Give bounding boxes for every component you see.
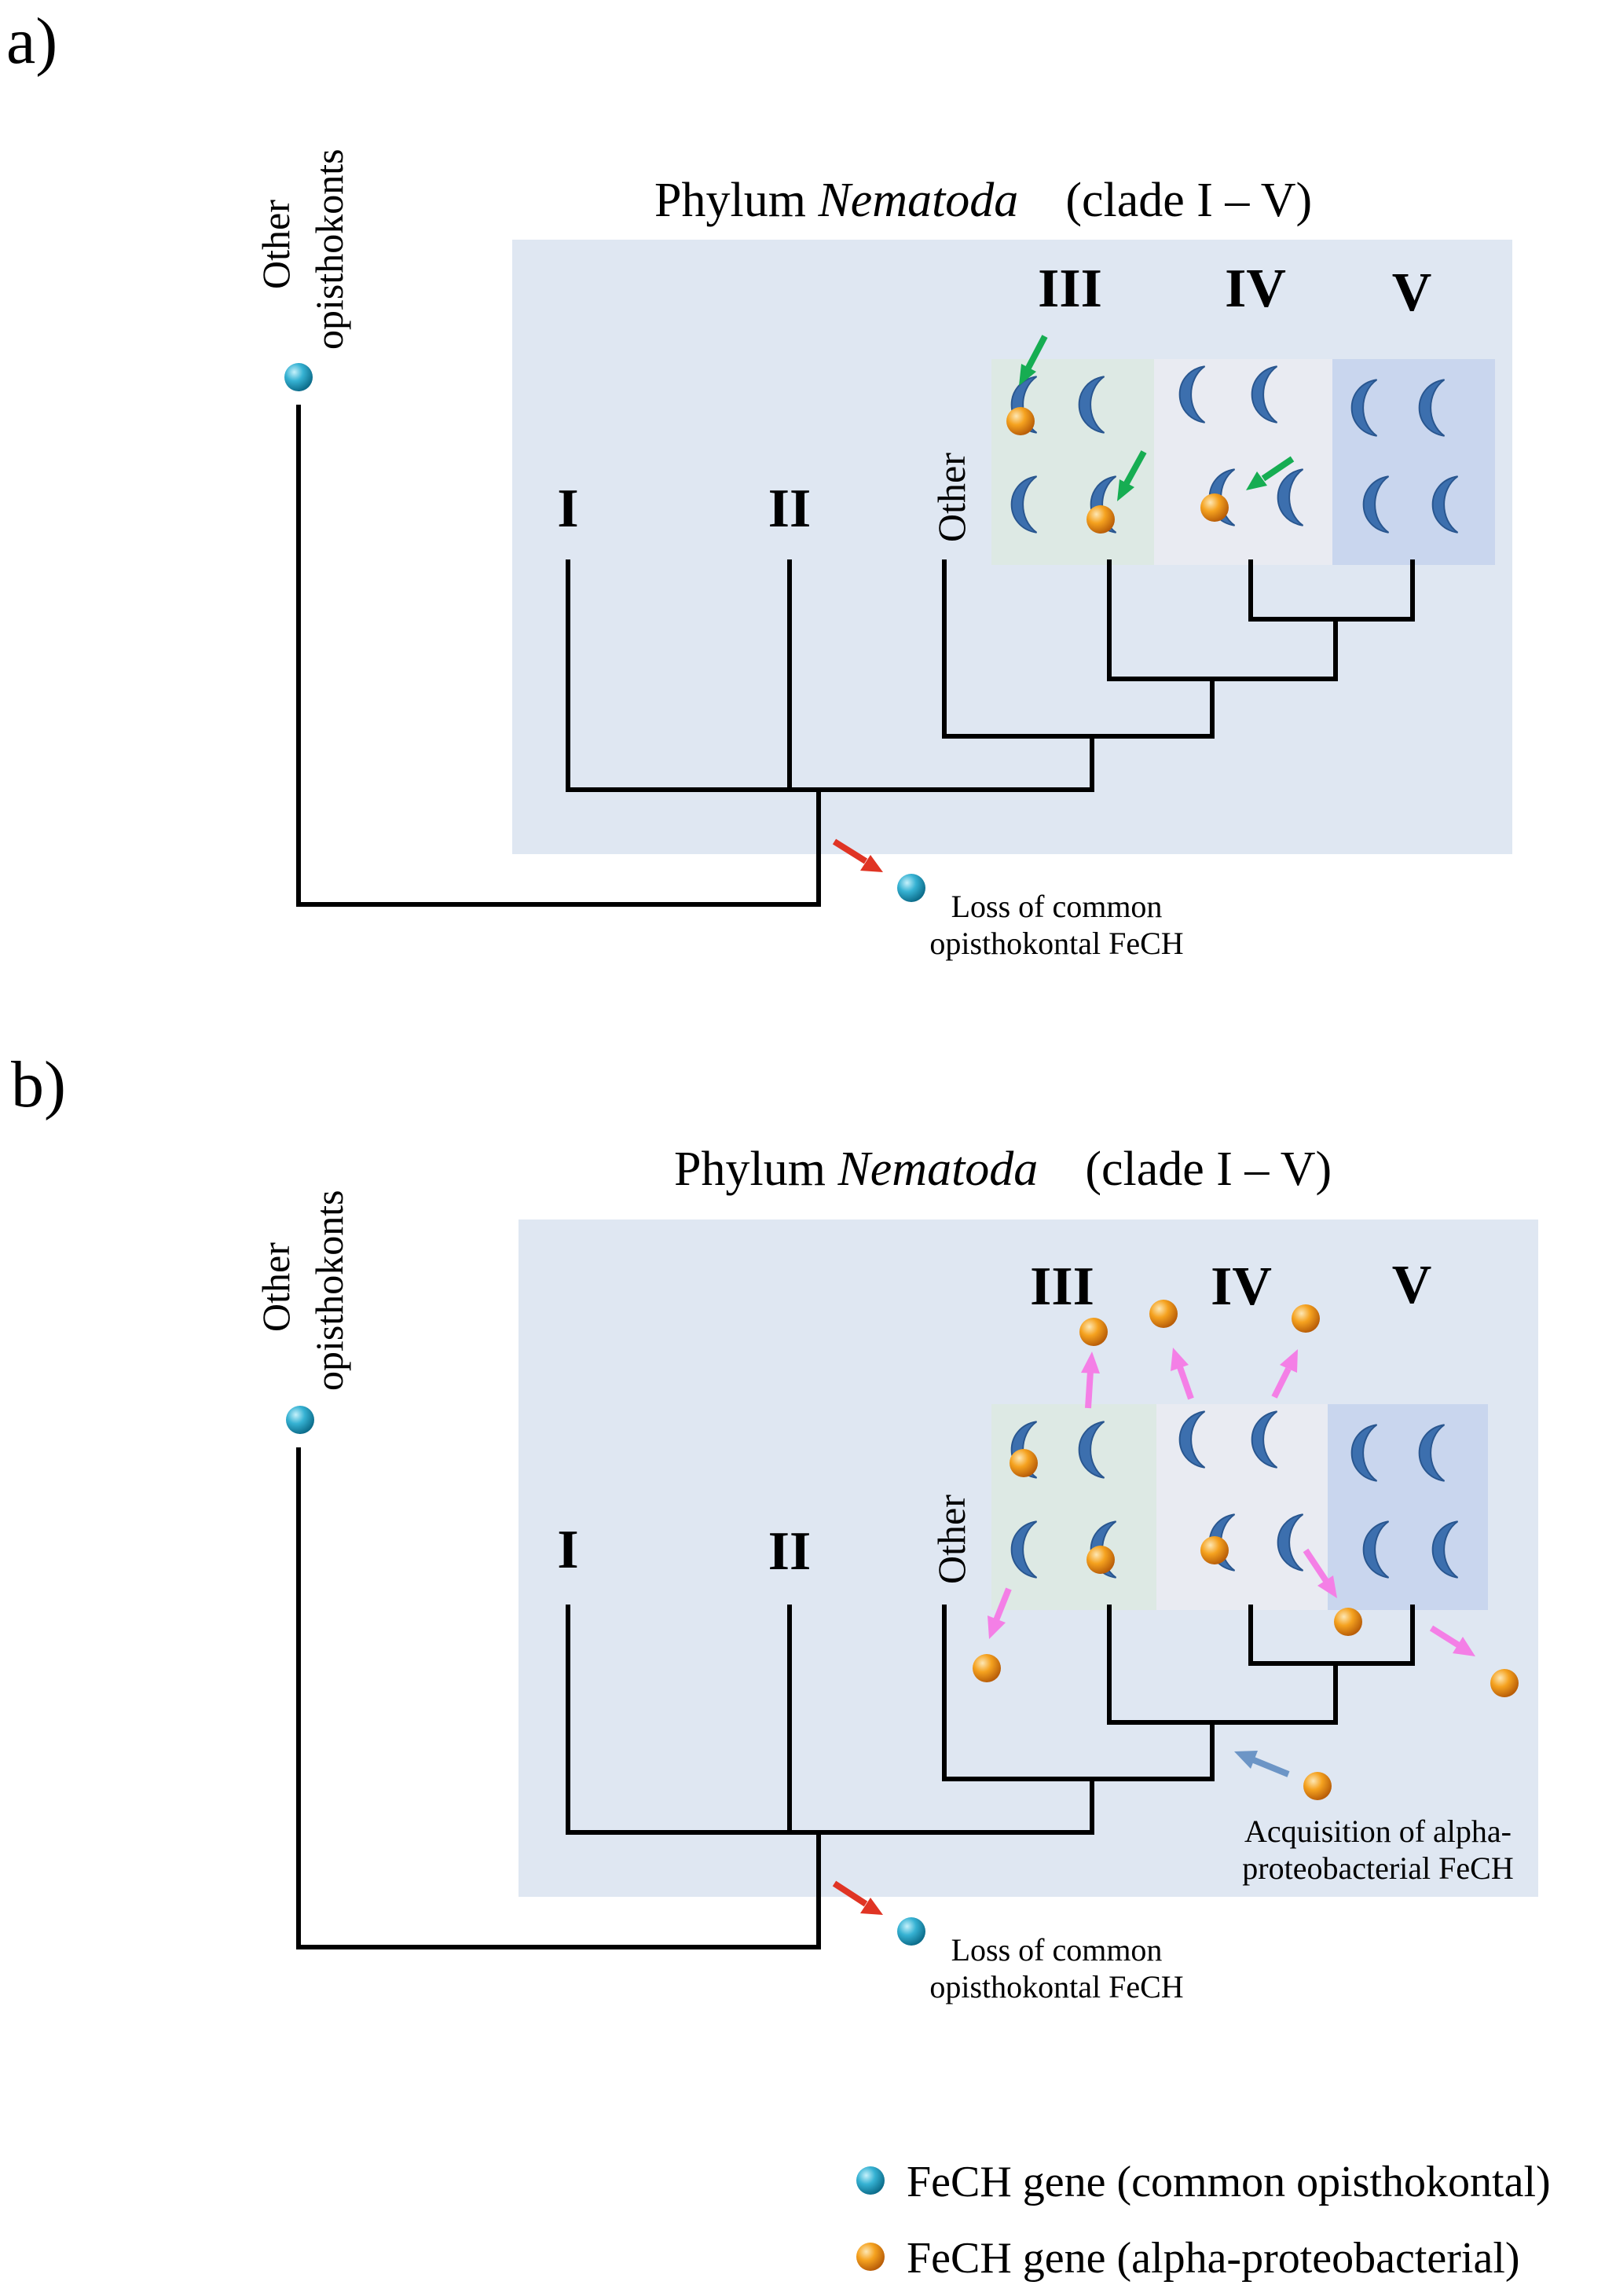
outgroup-label-b-line1: Other: [254, 1242, 298, 1332]
clade-V-box-b: [1328, 1404, 1488, 1610]
alpha-fech-gene-icon: [1086, 1546, 1115, 1574]
panel-b-label: b): [11, 1048, 66, 1121]
phylogenetic-tree-a: [296, 405, 1415, 907]
panel-a-label: a): [6, 5, 57, 78]
pink-arrow-icon: [1271, 1349, 1298, 1399]
pink-arrow-icon: [988, 1587, 1012, 1639]
alpha-fech-gene-icon: [1292, 1304, 1320, 1333]
alpha-fech-gene-icon: [973, 1654, 1001, 1682]
legend-orange-gene-icon: [856, 2243, 885, 2271]
outgroup-label-a-line1: Other: [254, 200, 298, 289]
alpha-fech-gene-icon: [1200, 1536, 1229, 1564]
clade-IV-label-a: IV: [1225, 259, 1286, 319]
acquisition-label-line1: Acquisition of alpha-: [1244, 1814, 1512, 1849]
loss-arrow-icon: [832, 1880, 883, 1915]
outgroup-label-a-line2: opisthokonts: [307, 149, 351, 350]
clade-II-label-a: II: [768, 479, 811, 539]
lost-opisthokontal-gene-icon: [897, 1917, 925, 1946]
phylum-title-b: Phylum Nematoda (clade I – V): [674, 1142, 1332, 1196]
acquired-alpha-gene-icon: [1303, 1772, 1332, 1800]
legend-opisthokontal-label: FeCH gene (common opisthokontal): [907, 2158, 1551, 2206]
alpha-fech-gene-icon: [1149, 1300, 1178, 1328]
loss-label-b-line1: Loss of common: [951, 1932, 1163, 1968]
pink-arrow-icon: [1171, 1348, 1194, 1400]
clade-IV-label-b: IV: [1211, 1256, 1272, 1317]
pink-arrow-icon: [1081, 1352, 1100, 1409]
opisthokontal-fech-gene-icon: [286, 1406, 314, 1434]
panel-a: a) Phylum Nematoda (clade I – V) Other op…: [6, 5, 1512, 961]
clade-V-label-b: V: [1392, 1255, 1432, 1315]
acquisition-arrow-icon: [1234, 1751, 1290, 1777]
clade-III-label-a: III: [1038, 259, 1102, 319]
acquisition-label-line2: proteobacterial FeCH: [1242, 1850, 1513, 1886]
legend-blue-gene-icon: [856, 2166, 885, 2195]
loss-label-a-line2: opisthokontal FeCH: [929, 926, 1183, 961]
legend-alpha-label: FeCH gene (alpha-proteobacterial): [907, 2234, 1520, 2283]
other-label-b: Other: [929, 1495, 973, 1584]
alpha-fech-gene-icon: [1200, 493, 1229, 522]
clade-I-label-a: I: [557, 479, 578, 539]
clade-II-label-b: II: [768, 1521, 811, 1582]
legend: FeCH gene (common opisthokontal) FeCH ge…: [856, 2158, 1551, 2283]
pink-arrow-icon: [1429, 1625, 1475, 1656]
clade-I-label-b: I: [557, 1520, 578, 1580]
outgroup-label-b-line2: opisthokonts: [307, 1190, 351, 1391]
phylum-title-a: Phylum Nematoda (clade I – V): [654, 174, 1312, 227]
alpha-fech-gene-icon: [1334, 1608, 1362, 1636]
clade-V-label-a: V: [1392, 262, 1432, 323]
alpha-fech-gene-icon: [1006, 407, 1035, 435]
opisthokontal-fech-gene-icon: [284, 363, 313, 391]
phylogenetic-tree-b: [296, 1447, 1415, 1949]
lost-opisthokontal-gene-icon: [897, 874, 925, 902]
clade-III-label-b: III: [1030, 1256, 1094, 1317]
alpha-fech-gene-icon: [1079, 1318, 1108, 1346]
panel-b: b) Phylum Nematoda (clade I – V) Other op…: [11, 1048, 1538, 2004]
pink-arrow-icon: [1303, 1548, 1337, 1598]
green-arrow-icon: [1246, 456, 1295, 490]
alpha-fech-gene-icon: [1490, 1669, 1519, 1697]
other-label-a: Other: [929, 453, 973, 542]
green-arrow-icon: [1019, 335, 1048, 386]
loss-label-b-line2: opisthokontal FeCH: [929, 1969, 1183, 2004]
green-arrow-icon: [1117, 450, 1147, 501]
alpha-fech-gene-icon: [1010, 1449, 1038, 1477]
alpha-fech-gene-icon: [1086, 505, 1115, 534]
loss-arrow-icon: [832, 838, 883, 872]
clade-V-box-a: [1332, 359, 1495, 565]
loss-label-a-line1: Loss of common: [951, 889, 1163, 924]
